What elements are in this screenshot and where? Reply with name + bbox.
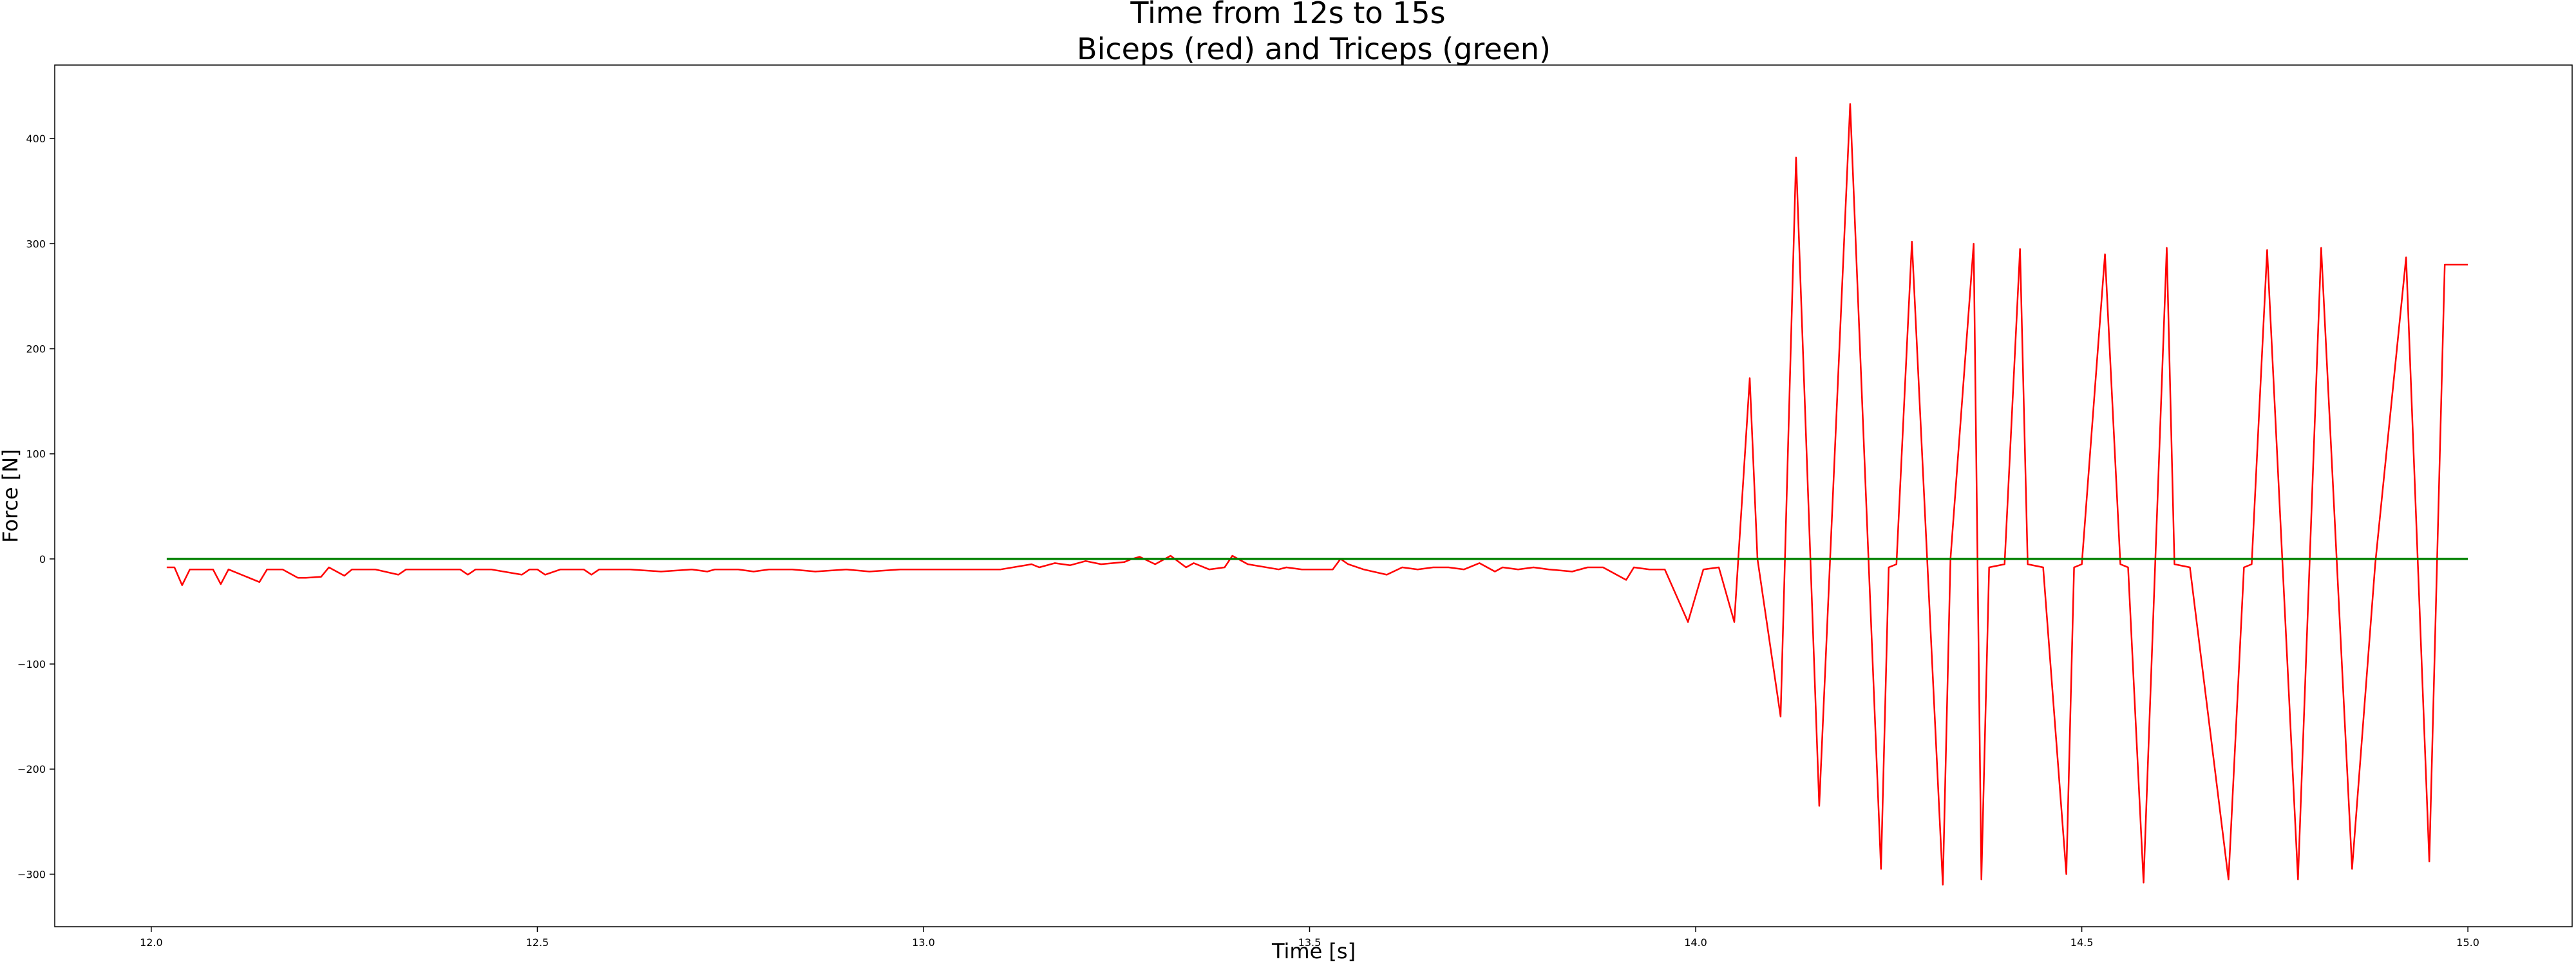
x-tick-label: 14.5 [2070,936,2094,949]
y-tick-label: 200 [26,343,46,355]
y-tick-label: −300 [17,868,46,880]
y-tick-label: 100 [26,448,46,460]
y-tick-label: 400 [26,133,46,145]
x-tick-label: 15.0 [2456,936,2479,949]
x-tick-label: 14.0 [1684,936,1707,949]
x-tick-label: 13.5 [1298,936,1321,949]
x-tick-label: 12.5 [526,936,549,949]
x-axis-label: Time [s] [1271,939,1356,963]
plot-area-frame [54,64,2573,927]
y-tick-label: 0 [39,553,46,565]
x-tick-label: 13.0 [912,936,935,949]
axis-ticks: 12.0 12.5 13.0 13.5 14.0 14.5 15.0 −300 −200 −100… [17,133,2479,949]
series-layer [166,103,2468,886]
chart-title: Time from 12s to 15s [1130,0,1445,30]
y-tick-label: −200 [17,763,46,775]
y-tick-label: 300 [26,238,46,250]
y-tick-label: −100 [17,658,46,670]
y-axis-label: Force [N] [0,449,23,543]
series-line-red [166,103,2468,886]
chart-subtitle: Biceps (red) and Triceps (green) [1077,32,1551,66]
x-tick-label: 12.0 [140,936,163,949]
